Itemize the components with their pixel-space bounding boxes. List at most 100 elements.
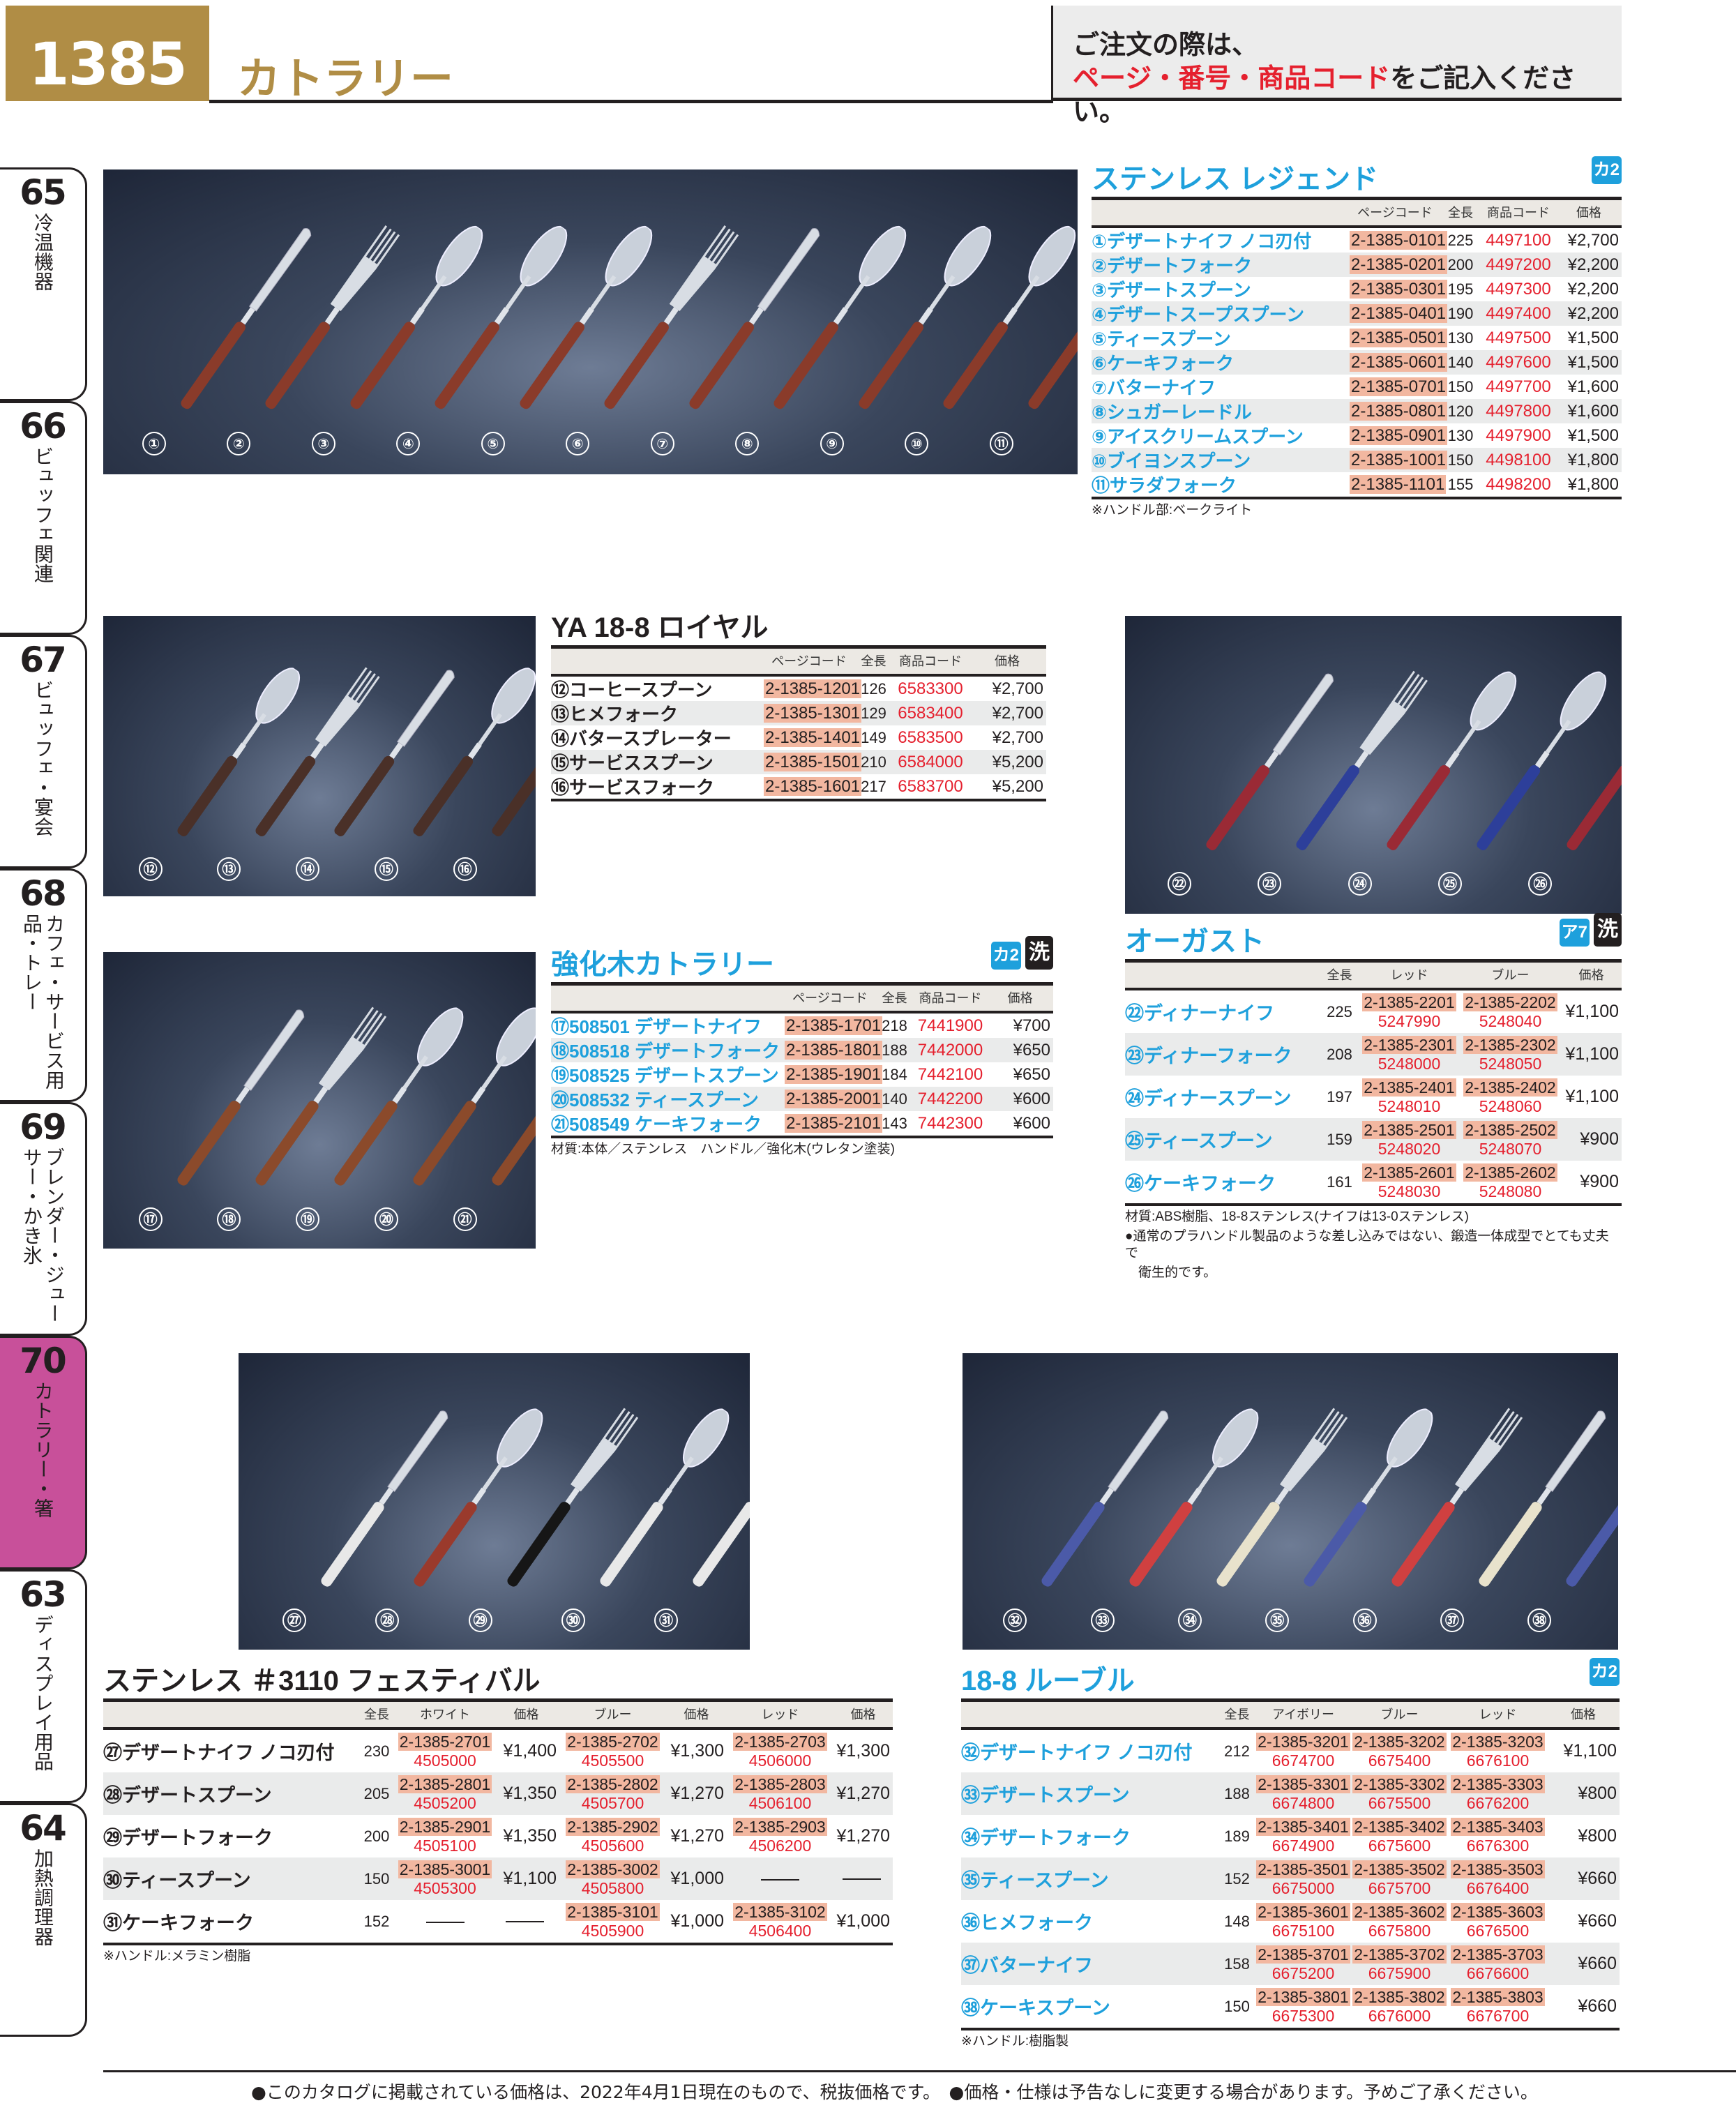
table-row[interactable]: ②デザートフォーク 2-1385-0201 200 4497200 ¥2,200 — [1092, 253, 1622, 277]
product-code: 6676600 — [1466, 1964, 1530, 1982]
page-code-cell: 2-1385-0601 — [1350, 352, 1448, 372]
side-tab-65[interactable]: 65 冷温機器 — [0, 167, 87, 401]
table-row[interactable]: ㊲バターナイフ 158 2-1385-3701 6675200 2-1385-3702 6… — [961, 1943, 1620, 1985]
variant-cell: 2-1385-2801 4505200 — [397, 1774, 493, 1813]
notice-line2: ページ・番号・商品コードをご記入ください。 — [1073, 61, 1622, 128]
table-row[interactable]: ⑩ブイヨンスプーン 2-1385-1001 150 4498100 ¥1,800 — [1092, 448, 1622, 472]
column-header: 全長 — [1448, 206, 1473, 220]
table-title: オーガスト — [1125, 926, 1265, 957]
table-row[interactable]: ⑫コーヒースプーン 2-1385-1201 126 6583300 ¥2,700 — [551, 677, 1046, 701]
tab-label: ビュッフェ関連 — [31, 446, 54, 583]
table-row[interactable]: ㉖ケーキフォーク 161 2-1385-2601 5248030 2-1385-2602… — [1125, 1161, 1622, 1203]
side-tab-64[interactable]: 64 加熱調理器 — [0, 1803, 87, 2037]
table-row[interactable]: ⑧シュガーレードル 2-1385-0801 120 4497800 ¥1,600 — [1092, 399, 1622, 423]
table-row[interactable]: ⑰508501 デザートナイフ 2-1385-1701 218 7441900 ¥700 — [551, 1013, 1053, 1038]
table-row[interactable]: ㉕ティースプーン 159 2-1385-2501 5248020 2-1385-2502… — [1125, 1118, 1622, 1161]
table-row[interactable]: ㉗デザートナイフ ノコ刃付 230 2-1385-2701 4505000 ¥1,400… — [103, 1730, 893, 1772]
product-code-cell: 7442100 — [914, 1065, 987, 1085]
: 2-1385-3301 — [1256, 1774, 1350, 1794]
table-row[interactable]: ㉔ディナースプーン 197 2-1385-2401 5248010 2-1385-240… — [1125, 1076, 1622, 1118]
table-row[interactable]: ㉓ディナーフォーク 208 2-1385-2301 5248000 2-1385-230… — [1125, 1033, 1622, 1076]
badge-wash-icon: 洗 — [1025, 936, 1053, 970]
: 2-1385-2902 — [559, 1817, 666, 1837]
table-row[interactable]: ㊳ケーキスプーン 150 2-1385-3801 6675300 2-1385-3802… — [961, 1985, 1620, 2028]
table-row[interactable]: ⑮サービススプーン 2-1385-1501 210 6584000 ¥5,200 — [551, 750, 1046, 774]
: 2-1385-2302 — [1460, 1035, 1561, 1055]
table-row[interactable]: ㉛ケーキフォーク 152 2-1385-3101 4505900 ¥1,000 2-138… — [103, 1900, 893, 1943]
item-number-label: ⑤ — [481, 431, 505, 455]
table-bottom-rule: ※ハンドル部:ベークライト — [1092, 497, 1622, 519]
table-row[interactable]: ⑯サービスフォーク 2-1385-1601 217 6583700 ¥5,200 — [551, 774, 1046, 799]
item-number-label: ⑱ — [217, 1207, 241, 1231]
price: ¥1,270 — [670, 1784, 724, 1803]
tab-number: 67 — [20, 640, 67, 680]
table-row[interactable]: ③デザートスプーン 2-1385-0301 195 4497300 ¥2,200 — [1092, 277, 1622, 301]
length: 149 — [861, 728, 886, 746]
column-header: ブルー — [594, 1708, 632, 1721]
length-cell: 140 — [1440, 354, 1481, 372]
item-number-label: ㉚ — [561, 1608, 585, 1632]
page-code: 2-1385-3701 — [1256, 1945, 1350, 1964]
item-number-label: ③ — [311, 431, 335, 455]
table-row[interactable]: ㉜デザートナイフ ノコ刃付 212 2-1385-3201 6674700 2-1385… — [961, 1730, 1620, 1772]
page-code-cell: 2-1385-1401 — [764, 728, 862, 748]
side-tab-63[interactable]: 63 ディスプレイ用品 — [0, 1569, 87, 1803]
length-cell: 188 — [875, 1041, 914, 1060]
variant-cell: 2-1385-3402 6675600 — [1350, 1817, 1449, 1855]
table-note: ※ハンドル部:ベークライト — [1092, 503, 1253, 518]
table-row[interactable]: ㉑508549 ケーキフォーク 2-1385-2101 143 7442300 ¥600 — [551, 1111, 1053, 1136]
page-code: 2-1385-2202 — [1463, 993, 1557, 1011]
table-row[interactable]: ㉒ディナーナイフ 225 2-1385-2201 5247990 2-1385-2202… — [1125, 990, 1622, 1033]
side-tab-67[interactable]: 67 ビュッフェ・宴会 — [0, 635, 87, 868]
: 2-1385-3602 — [1350, 1902, 1449, 1922]
table-row[interactable]: ⑪サラダフォーク 2-1385-1101 155 4498200 ¥1,800 — [1092, 472, 1622, 497]
price-cell: ¥2,200 — [1556, 304, 1622, 324]
side-tab-70[interactable]: 70 カトラリー・箸 — [0, 1336, 87, 1569]
price-cell: ¥1,800 — [1556, 451, 1622, 470]
length-cell: 150 — [1218, 1998, 1256, 2016]
item-number: ⑯ — [551, 777, 570, 798]
item-name: デザートスプーン — [1107, 280, 1251, 301]
: 2-1385-3303 — [1449, 1774, 1547, 1794]
table-row[interactable]: ㉙デザートフォーク 200 2-1385-2901 4505100 ¥1,350 2-13… — [103, 1815, 893, 1857]
side-tab-69[interactable]: 69 ブレンダー・ジューサー・かき氷 — [0, 1102, 87, 1336]
: 2-1385-3801 — [1256, 1987, 1350, 2007]
table-row[interactable]: ⑱508518 デザートフォーク 2-1385-1801 188 7442000 ¥65… — [551, 1038, 1053, 1062]
table-row[interactable]: ⑨アイスクリームスプーン 2-1385-0901 130 4497900 ¥1,500 — [1092, 423, 1622, 448]
table-row[interactable]: ⑲508525 デザートスプーン 2-1385-1901 184 7442100 ¥65… — [551, 1062, 1053, 1087]
table-row[interactable]: ⑭バタースプレーター 2-1385-1401 149 6583500 ¥2,700 — [551, 725, 1046, 750]
item-name: デザートスープスプーン — [1107, 304, 1305, 325]
item-number-label: ⑲ — [296, 1207, 320, 1231]
table-row[interactable]: ⑥ケーキフォーク 2-1385-0601 140 4497600 ¥1,500 — [1092, 350, 1622, 375]
table-row[interactable]: ⑤ティースプーン 2-1385-0501 130 4497500 ¥1,500 — [1092, 326, 1622, 350]
length-cell: 148 — [1218, 1913, 1256, 1931]
side-tab-66[interactable]: 66 ビュッフェ関連 — [0, 401, 87, 635]
tab-label: 加熱調理器 — [31, 1848, 54, 1946]
table-row[interactable]: ⑦バターナイフ 2-1385-0701 150 4497700 ¥1,600 — [1092, 375, 1622, 399]
table-row[interactable]: ㊱ヒメフォーク 148 2-1385-3601 6675100 2-1385-3602 6… — [961, 1900, 1620, 1943]
table-row[interactable]: ㉘デザートスプーン 205 2-1385-2801 4505200 ¥1,350 2-13… — [103, 1772, 893, 1815]
table-row[interactable]: ⑬ヒメフォーク 2-1385-1301 129 6583400 ¥2,700 — [551, 701, 1046, 725]
page-code: 2-1385-3402 — [1352, 1817, 1447, 1836]
length: 159 — [1327, 1130, 1352, 1148]
length-cell: 126 — [854, 680, 893, 698]
table-row[interactable]: ⑳508532 ティースプーン 2-1385-2001 140 7442200 ¥600 — [551, 1087, 1053, 1111]
item-number-label: ㉕ — [1438, 872, 1463, 896]
table-row[interactable]: ①デザートナイフ ノコ刃付 2-1385-0101 225 4497100 ¥2,700 — [1092, 228, 1622, 253]
table-row[interactable]: ㉟ティースプーン 152 2-1385-3501 6675000 2-1385-3502… — [961, 1857, 1620, 1900]
page-code: 2-1385-0401 — [1350, 303, 1448, 323]
table-row[interactable]: ㉝デザートスプーン 188 2-1385-3301 6674800 2-1385-330… — [961, 1772, 1620, 1815]
table-row[interactable]: ㉚ティースプーン 150 2-1385-3001 4505300 ¥1,100 2-138… — [103, 1857, 893, 1900]
product-code-cell: 4498100 — [1481, 451, 1556, 470]
price: ¥900 — [1580, 1172, 1619, 1191]
utensil-fork-image — [476, 997, 536, 1198]
variant-cell: 2-1385-3701 6675200 — [1256, 1945, 1350, 1983]
side-tab-68[interactable]: 68 カフェ・サービス用品・トレー — [0, 868, 87, 1102]
price: ¥1,800 — [1567, 450, 1619, 469]
product-photo: ㉒ ㉓ ㉔ ㉕ ㉖ — [1125, 616, 1622, 914]
table-row[interactable]: ④デザートスープスプーン 2-1385-0401 190 4497400 ¥2,200 — [1092, 301, 1622, 326]
table-row[interactable]: ㉞デザートフォーク 189 2-1385-3401 6674900 2-1385-340… — [961, 1815, 1620, 1857]
product-code: 6674700 — [1271, 1751, 1335, 1770]
product-name: ㊳ケーキスプーン — [961, 1993, 1218, 2020]
order-notice: ご注文の際は、 ページ・番号・商品コードをご記入ください。 — [1051, 6, 1622, 127]
